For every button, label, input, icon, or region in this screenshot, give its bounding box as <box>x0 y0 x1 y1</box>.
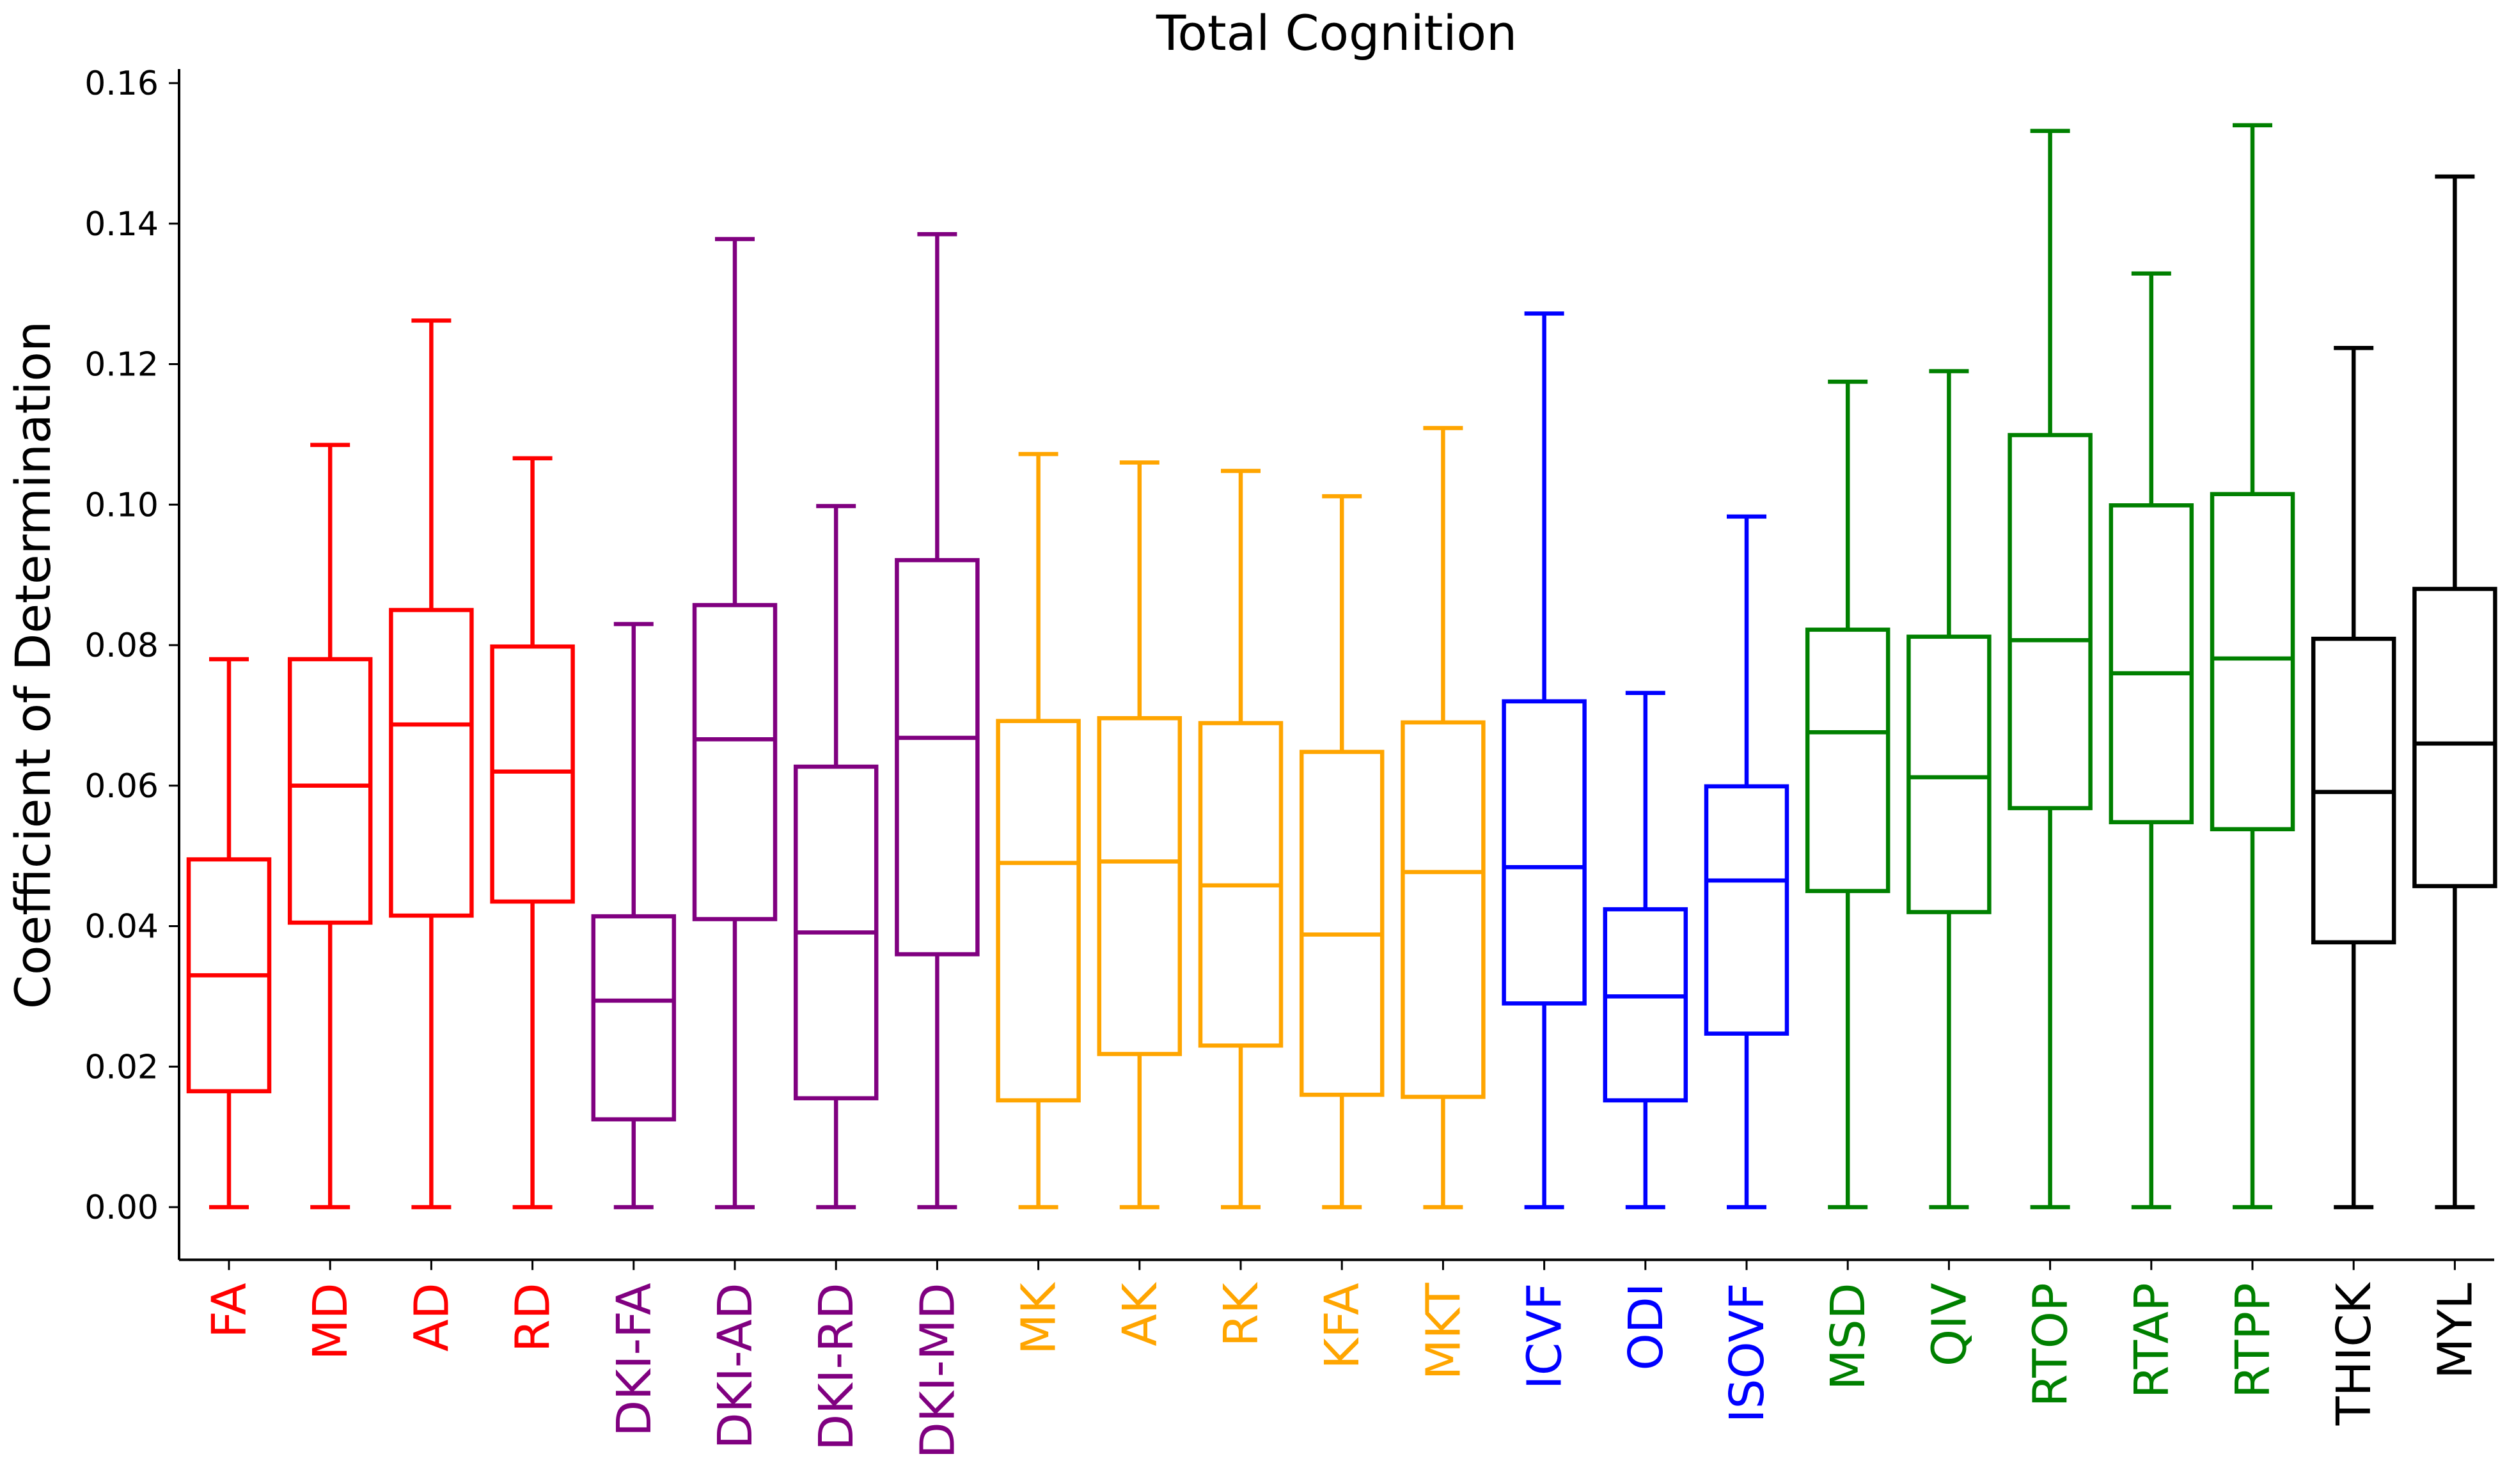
y-tick-label: 0.10 <box>84 486 159 524</box>
box-iqr <box>2109 503 2194 825</box>
x-tick-label-odi: ODI <box>1619 1283 1674 1370</box>
box-rtap <box>2109 271 2194 1210</box>
box-rtpp <box>2210 123 2295 1210</box>
box-thick <box>2311 345 2396 1210</box>
x-tick-label-ak: AK <box>1113 1281 1168 1347</box>
box-icvf <box>1502 311 1587 1210</box>
box-fa <box>186 657 272 1210</box>
box-ad <box>389 318 474 1210</box>
box-msd <box>1805 379 1890 1210</box>
box-iqr <box>1906 634 1992 914</box>
box-rtop <box>2008 129 2093 1210</box>
x-tick-label-msd: MSD <box>1821 1283 1876 1390</box>
box-iqr <box>1603 907 1688 1103</box>
box-mk <box>996 451 1081 1210</box>
x-tick-label-rd: RD <box>506 1283 561 1352</box>
box-dki-fa <box>591 621 677 1210</box>
box-iqr <box>591 914 677 1121</box>
y-tick-label: 0.06 <box>84 767 159 806</box>
box-iqr <box>2210 492 2295 832</box>
x-tick-label-dki-md: DKI-MD <box>910 1283 965 1458</box>
box-iqr <box>1805 627 1890 893</box>
box-qiv <box>1906 369 1992 1210</box>
x-tick-label-md: MD <box>303 1283 358 1360</box>
x-tick-label-kfa: KFA <box>1315 1283 1370 1369</box>
box-iqr <box>1401 720 1486 1099</box>
box-series <box>186 123 2497 1210</box>
box-iqr <box>287 657 373 925</box>
y-tick-label: 0.08 <box>84 627 159 665</box>
box-isovf <box>1704 514 1789 1210</box>
box-iqr <box>692 603 778 921</box>
box-iqr <box>389 607 474 918</box>
x-tick-label-rk: RK <box>1214 1281 1269 1347</box>
y-tick-label: 0.00 <box>84 1189 159 1227</box>
y-tick-label: 0.16 <box>84 65 159 103</box>
box-md <box>287 442 373 1210</box>
y-tick-label: 0.14 <box>84 205 159 244</box>
x-tick-label-fa: FA <box>202 1283 257 1338</box>
x-tick-label-thick: THICK <box>2327 1281 2382 1426</box>
box-dki-rd <box>793 504 879 1210</box>
box-odi <box>1603 691 1688 1210</box>
x-tick-label-myl: MYL <box>2428 1283 2483 1379</box>
x-tick-label-rtap: RTAP <box>2125 1283 2180 1398</box>
x-tick-label-rtpp: RTPP <box>2226 1283 2281 1398</box>
y-tick-label: 0.12 <box>84 346 159 384</box>
x-tick-label-rtop: RTOP <box>2024 1283 2079 1407</box>
x-tick-labels: FA MD AD RD DKI-FA DKI-AD DKI-RD DKI-MD MK AK RK KF… <box>202 1260 2483 1458</box>
box-iqr <box>1502 699 1587 1006</box>
box-iqr <box>895 558 980 957</box>
x-tick-label-dki-fa: DKI-FA <box>607 1283 662 1437</box>
box-iqr <box>1097 716 1183 1056</box>
box-iqr <box>996 719 1081 1103</box>
box-dki-ad <box>692 237 778 1210</box>
box-mkt <box>1401 426 1486 1210</box>
box-iqr <box>2412 586 2497 889</box>
x-tick-label-dki-ad: DKI-AD <box>708 1283 763 1449</box>
box-iqr <box>2008 433 2093 811</box>
box-rd <box>490 456 575 1210</box>
box-iqr <box>490 644 575 904</box>
x-tick-label-mkt: MKT <box>1416 1283 1471 1380</box>
x-tick-label-icvf: ICVF <box>1518 1283 1573 1389</box>
box-dki-md <box>895 231 980 1210</box>
box-iqr <box>1299 749 1385 1097</box>
y-axis-label: Coefficient of Determination <box>4 321 61 1009</box>
x-tick-label-ad: AD <box>404 1283 459 1352</box>
x-tick-label-isovf: ISOVF <box>1720 1283 1775 1423</box>
x-tick-label-dki-rd: DKI-RD <box>809 1283 864 1450</box>
x-tick-label-mk: MK <box>1012 1281 1067 1355</box>
box-myl <box>2412 174 2497 1210</box>
box-rk <box>1198 469 1284 1210</box>
x-tick-label-qiv: QIV <box>1922 1283 1977 1366</box>
chart-title: Total Cognition <box>1156 4 1517 61</box>
box-ak <box>1097 460 1183 1210</box>
box-iqr <box>1704 784 1789 1036</box>
y-tick-label: 0.04 <box>84 908 159 946</box>
box-kfa <box>1299 494 1385 1210</box>
y-tick-label: 0.02 <box>84 1048 159 1086</box>
axes: 0.00 0.02 0.04 0.06 0.08 0.10 0.12 0.14 0.16 <box>84 65 2494 1261</box>
